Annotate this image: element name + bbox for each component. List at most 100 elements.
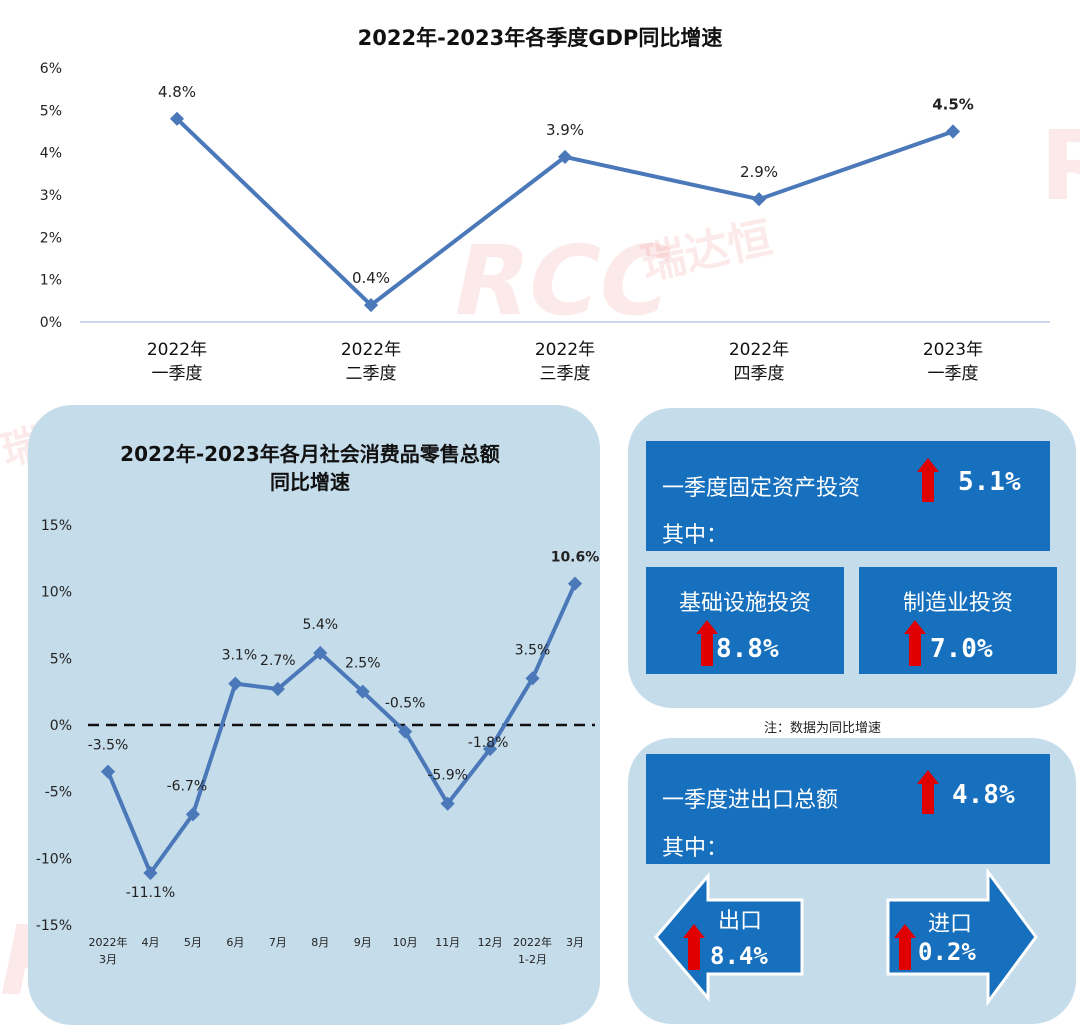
data-label: 5.4% [302, 617, 338, 633]
x-tick-label: 一季度 [928, 364, 979, 384]
x-tick-label: 8月 [311, 936, 329, 949]
manufacturing-box [859, 567, 1057, 674]
x-tick-label: 3月 [566, 936, 584, 949]
investment-summary-box [646, 441, 1050, 551]
x-tick-label: 3月 [99, 953, 117, 966]
up-arrow-icon [904, 620, 926, 666]
x-tick-label: 4月 [141, 936, 159, 949]
retail-line-chart: -15% -10% -5% 0% 5% 10% 15% -3.5% 2022年 3月 -11.1% 4… [36, 518, 600, 966]
x-tick-label: 二季度 [346, 364, 397, 384]
trade-value: 4.8% [952, 780, 1015, 810]
x-tick-label: 三季度 [540, 364, 591, 384]
data-label: 2.7% [260, 653, 296, 669]
data-point [143, 865, 158, 881]
x-tick-label: 2022年 [341, 340, 401, 360]
x-tick-label: 10月 [393, 936, 418, 949]
x-tick-label: 2022年 [89, 935, 128, 949]
data-point [945, 124, 961, 139]
retail-chart-title-line1: 2022年-2023年各月社会消费品零售总额 [120, 442, 500, 466]
export-value: 8.4% [710, 942, 768, 970]
investment-value: 5.1% [958, 467, 1021, 497]
y-tick-label: 4% [40, 146, 62, 162]
data-point [185, 807, 200, 822]
import-value: 0.2% [918, 938, 976, 966]
data-point [100, 764, 116, 779]
trade-title: 一季度进出口总额 [662, 788, 839, 813]
data-label: 3.1% [222, 648, 258, 664]
up-arrow-icon [894, 924, 916, 970]
up-arrow-icon [917, 458, 939, 502]
data-label: 2.5% [345, 656, 381, 672]
x-tick-label: 一季度 [152, 364, 203, 384]
data-label: 10.6% [551, 550, 600, 566]
x-tick-label: 11月 [435, 936, 460, 949]
y-tick-label: 1% [40, 273, 62, 289]
data-label: 2.9% [740, 163, 778, 181]
data-point [270, 681, 285, 697]
x-tick-label: 6月 [226, 936, 244, 949]
up-arrow-icon [683, 924, 705, 970]
data-point [751, 192, 767, 207]
data-point [525, 671, 540, 686]
data-label: -1.8% [468, 735, 509, 751]
y-tick-label: -10% [36, 851, 72, 867]
x-tick-label: 2022年 [535, 340, 595, 360]
x-tick-label: 1-2月 [518, 953, 547, 966]
x-tick-label: 9月 [354, 936, 372, 949]
x-tick-label: 2023年 [923, 340, 983, 360]
data-label: 0.4% [352, 269, 390, 287]
data-label: -3.5% [88, 738, 129, 754]
infrastructure-box [646, 567, 844, 674]
retail-series-line [106, 582, 577, 875]
y-tick-label: 10% [41, 585, 72, 601]
up-arrow-icon [696, 620, 718, 666]
gdp-chart-title: 2022年-2023年各季度GDP同比增速 [357, 26, 723, 50]
x-tick-label: 2022年 [513, 935, 552, 949]
data-point [313, 645, 328, 661]
data-label: 3.9% [546, 121, 584, 139]
investment-title: 一季度固定资产投资 [662, 476, 861, 501]
data-label: -6.7% [167, 778, 208, 794]
data-label: 4.5% [932, 96, 974, 114]
y-tick-label: -15% [36, 918, 72, 934]
data-label: -0.5% [385, 696, 426, 712]
data-point [557, 149, 573, 164]
data-point [363, 297, 379, 313]
data-point [483, 741, 498, 757]
y-tick-label: 0% [50, 718, 72, 734]
data-point [355, 684, 370, 699]
data-label: 4.8% [158, 83, 196, 101]
import-arrow-shape [886, 867, 1038, 1007]
retail-chart-title: 2022年-2023年各月社会消费品零售总额 同比增速 [40, 440, 580, 496]
infrastructure-label: 基础设施投资 [678, 591, 811, 616]
y-tick-label: 6% [40, 61, 62, 77]
x-tick-label: 5月 [184, 936, 202, 949]
x-tick-label: 2022年 [147, 340, 207, 360]
x-tick-label: 2022年 [729, 340, 789, 360]
x-tick-label: 12月 [478, 936, 503, 949]
trade-sub-label: 其中： [662, 836, 729, 861]
data-point [567, 576, 583, 591]
manufacturing-value: 7.0% [930, 634, 993, 664]
x-tick-label: 四季度 [734, 364, 785, 384]
retail-chart-title-line2: 同比增速 [270, 470, 350, 494]
y-tick-label: 5% [50, 651, 72, 667]
data-point [440, 796, 455, 811]
trade-summary-box [646, 754, 1050, 864]
retail-chart-panel [28, 405, 600, 1025]
data-label: -11.1% [126, 885, 176, 901]
import-label: 进口 [928, 912, 973, 937]
y-tick-label: 0% [40, 315, 62, 331]
x-tick-label: 7月 [269, 936, 287, 949]
up-arrow-icon [917, 770, 939, 814]
y-tick-label: 2% [40, 230, 62, 246]
y-tick-label: -5% [45, 785, 72, 801]
manufacturing-label: 制造业投资 [902, 591, 1013, 616]
data-label: -5.9% [427, 768, 468, 784]
data-label: 3.5% [515, 642, 551, 658]
investment-sub-label: 其中： [662, 523, 729, 548]
y-tick-label: 5% [40, 103, 62, 119]
footnote: 注：数据为同比增速 [764, 721, 882, 736]
export-label: 出口 [718, 909, 763, 934]
